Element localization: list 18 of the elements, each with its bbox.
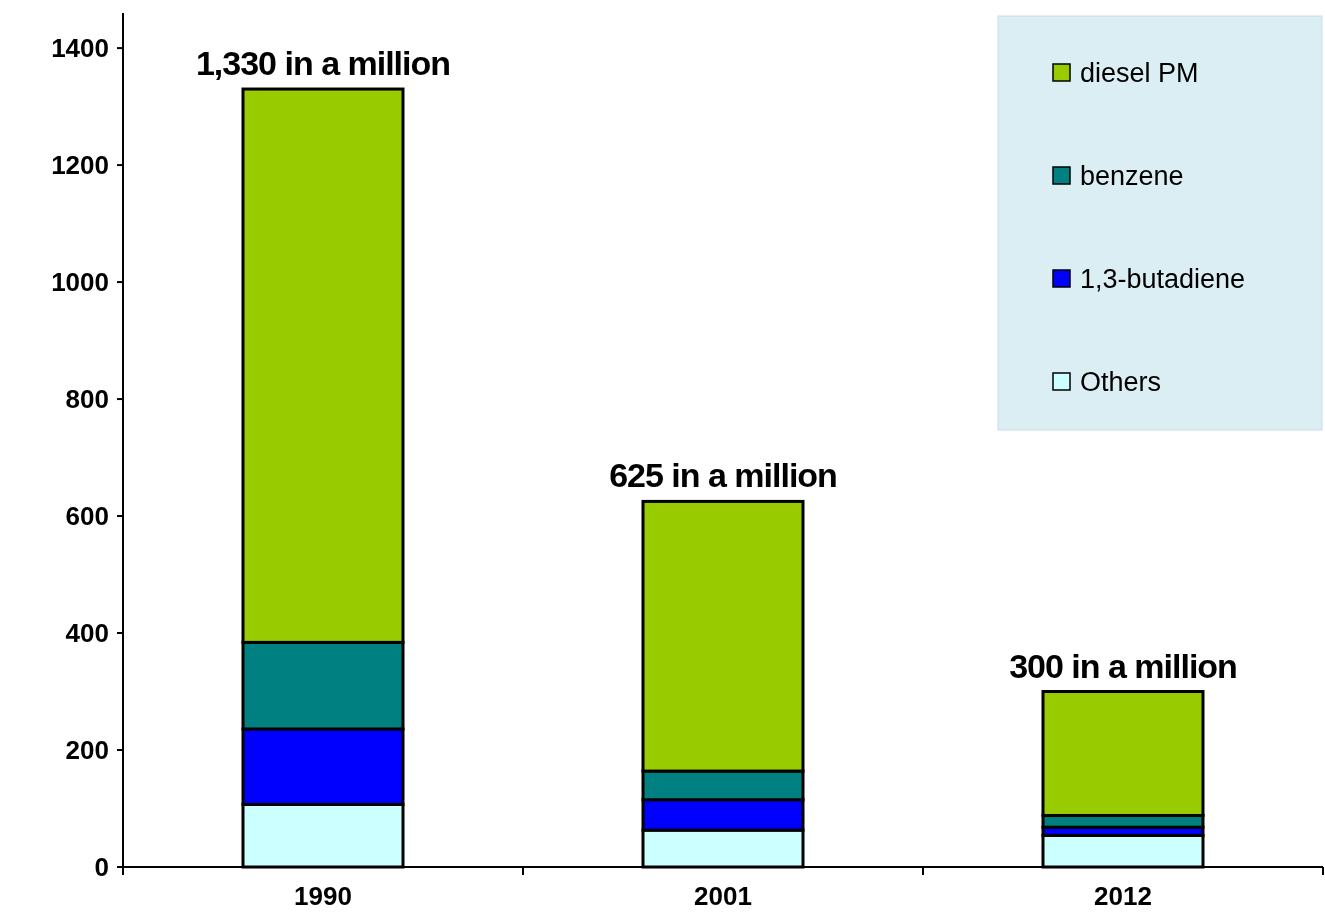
- legend-label: Others: [1080, 367, 1162, 398]
- y-tick-label: 1200: [51, 150, 109, 181]
- y-tick-label: 0: [94, 852, 109, 883]
- y-tick-label: 200: [65, 735, 109, 766]
- total-label: 300 in a million: [1009, 646, 1237, 685]
- y-tick-label: 400: [65, 618, 109, 649]
- y-tick-label: 1400: [51, 33, 109, 64]
- y-tick-label: 1000: [51, 267, 109, 298]
- total-label: 625 in a million: [609, 456, 837, 495]
- x-tick-label: 2012: [1094, 881, 1152, 911]
- legend-label: diesel PM: [1080, 58, 1199, 89]
- x-tick-label: 1990: [294, 881, 352, 911]
- y-tick-label: 600: [65, 501, 109, 532]
- y-tick-label: 800: [65, 384, 109, 415]
- total-label: 1,330 in a million: [195, 44, 451, 83]
- x-tick-label: 2001: [694, 881, 752, 911]
- legend-label: benzene: [1080, 161, 1184, 192]
- legend-label: 1,3-butadiene: [1080, 264, 1246, 295]
